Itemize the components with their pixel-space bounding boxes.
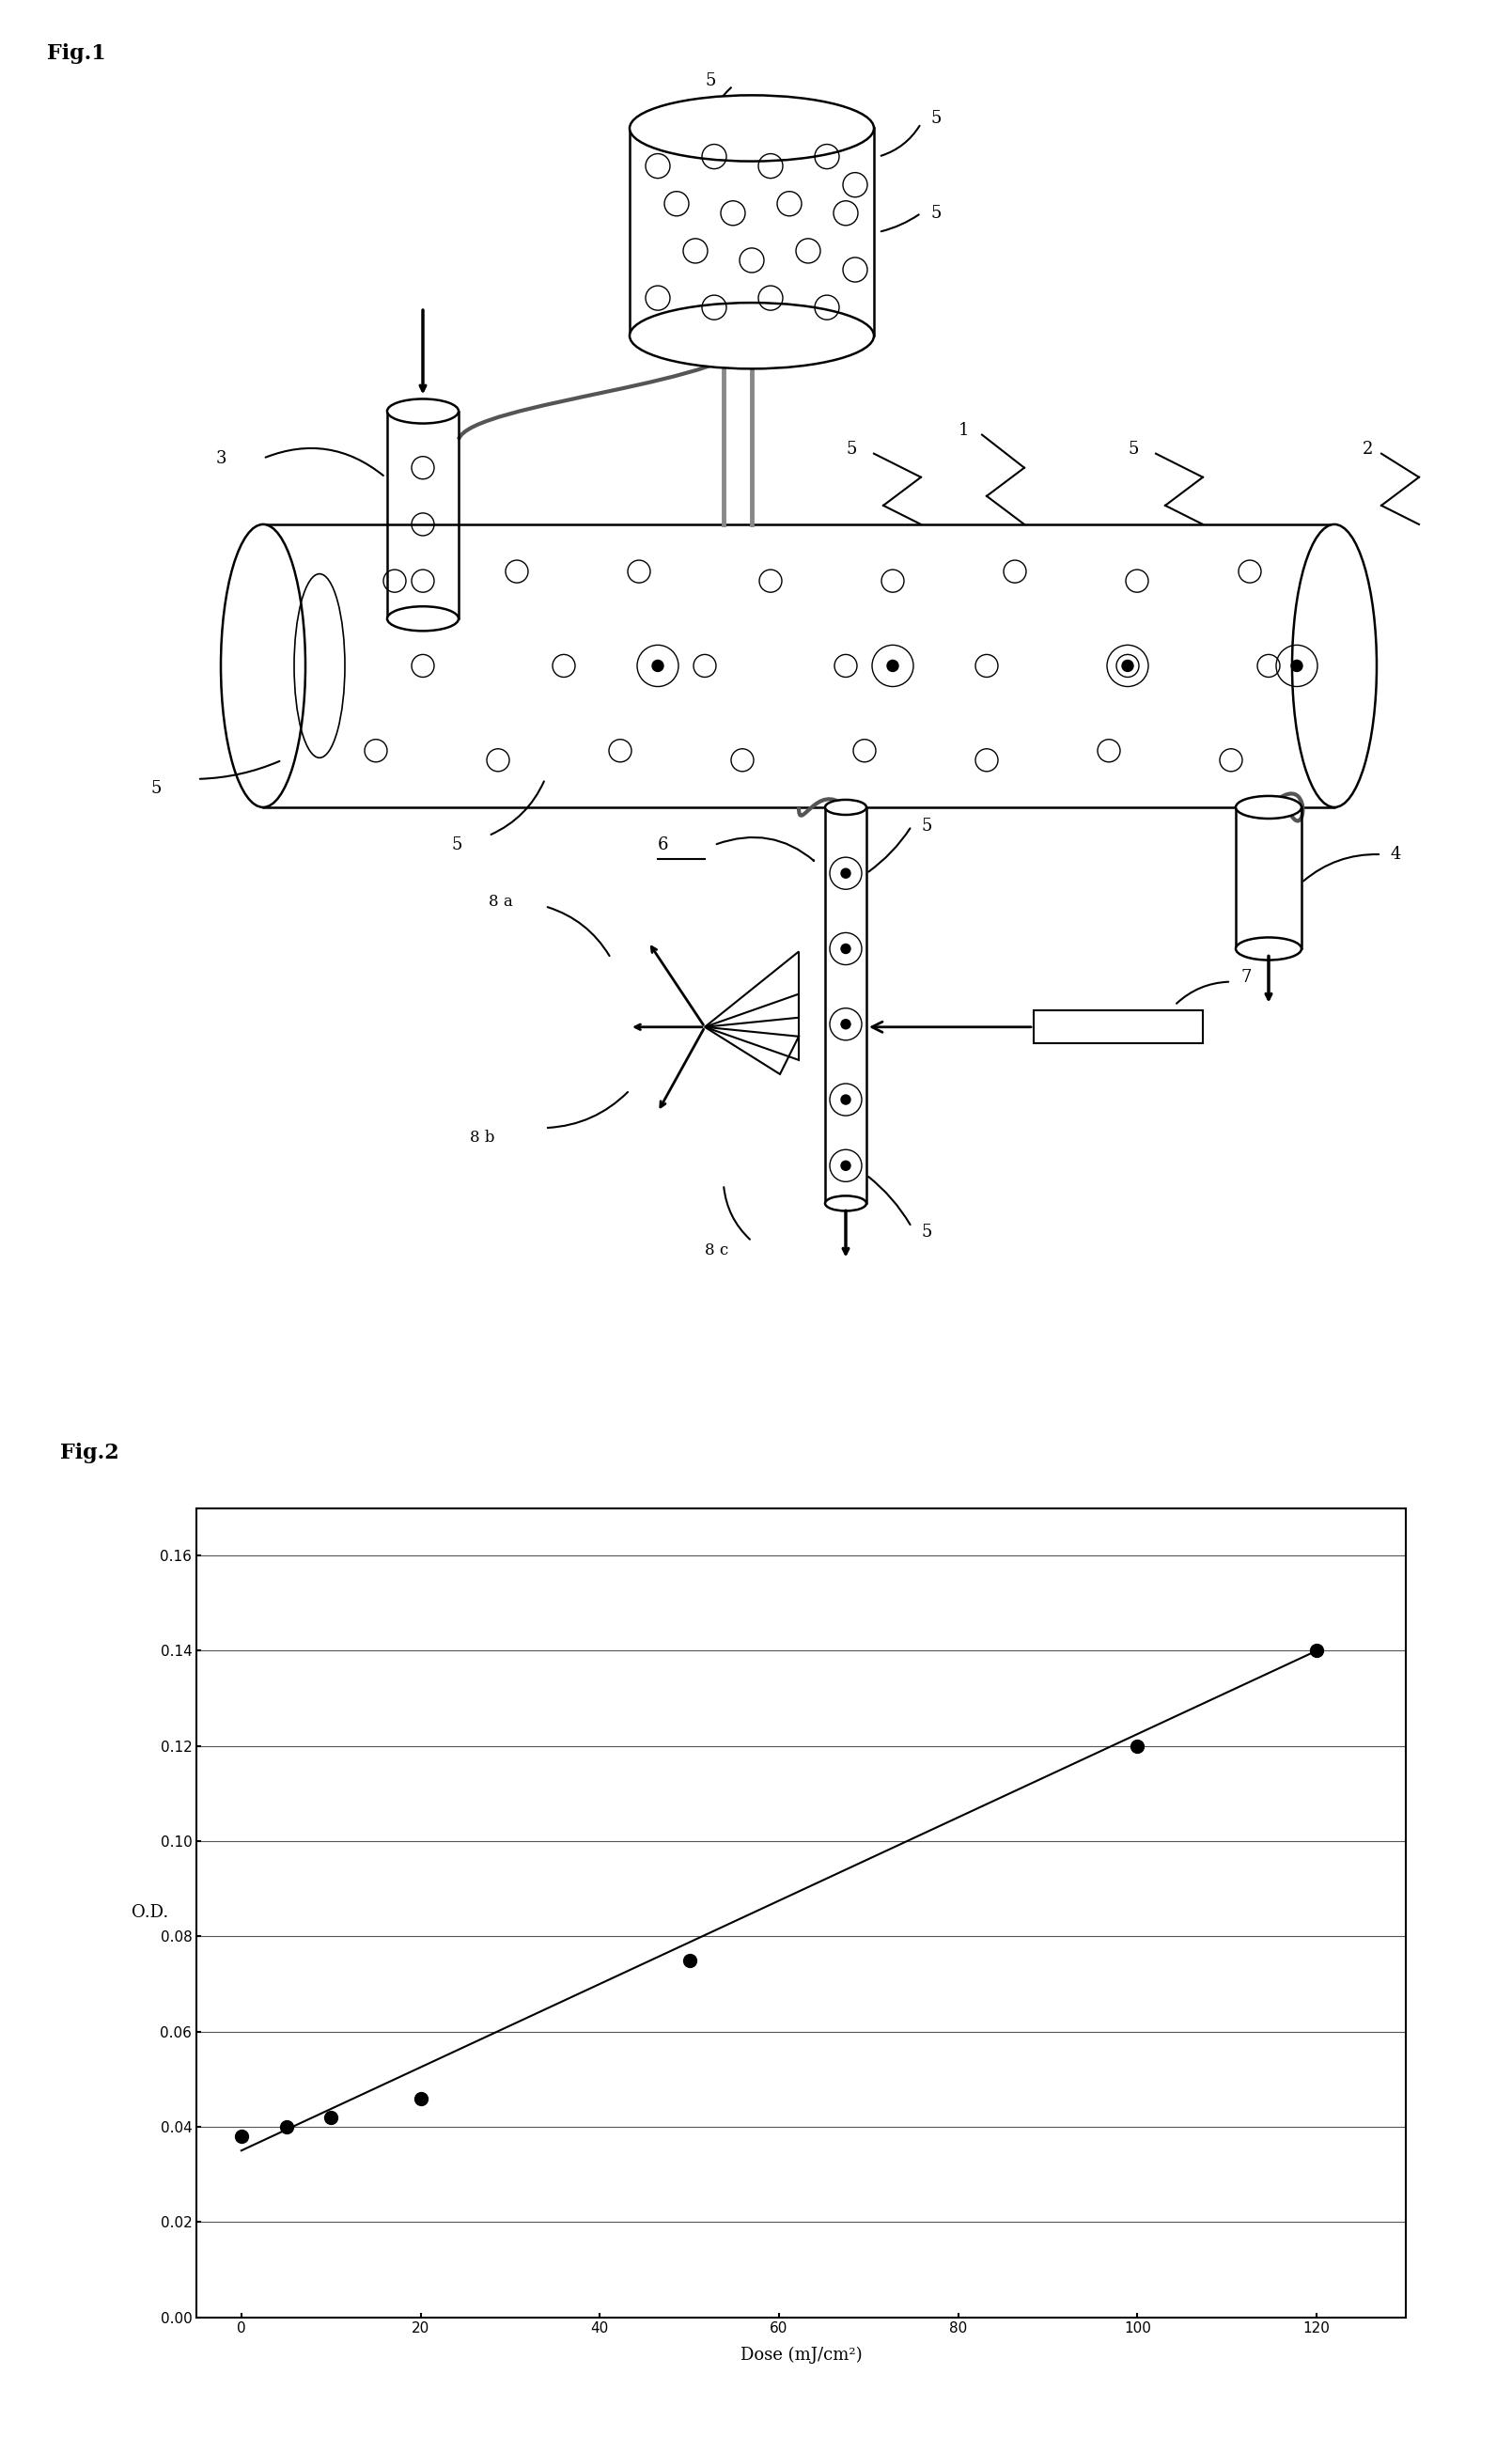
Text: 4: 4 bbox=[1391, 846, 1402, 863]
Text: 5: 5 bbox=[1128, 441, 1139, 459]
Text: 5: 5 bbox=[930, 110, 940, 128]
Ellipse shape bbox=[1293, 525, 1377, 807]
FancyArrowPatch shape bbox=[1303, 853, 1379, 880]
Text: Fig.2: Fig.2 bbox=[60, 1442, 119, 1464]
Ellipse shape bbox=[1235, 937, 1302, 961]
Text: 5: 5 bbox=[921, 817, 931, 834]
FancyArrowPatch shape bbox=[868, 1177, 910, 1224]
X-axis label: Dose (mJ/cm²): Dose (mJ/cm²) bbox=[741, 2347, 862, 2364]
Ellipse shape bbox=[826, 799, 866, 814]
Circle shape bbox=[841, 1096, 850, 1103]
FancyArrowPatch shape bbox=[1176, 981, 1228, 1003]
Ellipse shape bbox=[826, 1197, 866, 1211]
Circle shape bbox=[1122, 660, 1134, 672]
Circle shape bbox=[652, 660, 664, 672]
Ellipse shape bbox=[387, 400, 458, 424]
Y-axis label: O.D.: O.D. bbox=[132, 1905, 168, 1920]
Text: 8 c: 8 c bbox=[705, 1243, 729, 1258]
Circle shape bbox=[841, 1020, 850, 1030]
Circle shape bbox=[888, 660, 898, 672]
Text: 8 a: 8 a bbox=[488, 893, 513, 910]
Ellipse shape bbox=[629, 302, 874, 368]
FancyArrowPatch shape bbox=[868, 829, 910, 873]
Point bbox=[1125, 1726, 1149, 1765]
Text: 3: 3 bbox=[216, 449, 227, 466]
Circle shape bbox=[841, 1160, 850, 1170]
FancyArrowPatch shape bbox=[200, 760, 280, 780]
Text: 2: 2 bbox=[1362, 441, 1373, 459]
Point bbox=[230, 2116, 254, 2155]
Circle shape bbox=[841, 868, 850, 878]
Point bbox=[1305, 1631, 1329, 1670]
Text: 7: 7 bbox=[1240, 969, 1250, 986]
Text: 5: 5 bbox=[930, 204, 940, 221]
Point bbox=[319, 2096, 343, 2136]
Text: Fig.1: Fig.1 bbox=[47, 44, 106, 64]
Point bbox=[274, 2106, 298, 2146]
Ellipse shape bbox=[387, 606, 458, 630]
Bar bbox=[1034, 1010, 1204, 1042]
Ellipse shape bbox=[1235, 797, 1302, 819]
Text: 5: 5 bbox=[845, 441, 856, 459]
FancyArrowPatch shape bbox=[547, 907, 609, 956]
FancyArrowPatch shape bbox=[881, 216, 919, 230]
FancyArrowPatch shape bbox=[547, 1091, 627, 1128]
Point bbox=[408, 2079, 432, 2119]
Ellipse shape bbox=[629, 96, 874, 162]
FancyArrowPatch shape bbox=[266, 449, 383, 476]
FancyArrowPatch shape bbox=[491, 782, 544, 834]
Text: 5: 5 bbox=[705, 74, 715, 91]
Text: 6: 6 bbox=[658, 836, 668, 853]
Circle shape bbox=[1291, 660, 1302, 672]
FancyArrowPatch shape bbox=[706, 88, 730, 120]
Point bbox=[677, 1940, 702, 1979]
Ellipse shape bbox=[221, 525, 305, 807]
Text: 5: 5 bbox=[451, 836, 461, 853]
Text: 5: 5 bbox=[921, 1224, 931, 1241]
Circle shape bbox=[841, 944, 850, 954]
FancyArrowPatch shape bbox=[717, 836, 813, 861]
Text: 1: 1 bbox=[959, 422, 969, 439]
FancyArrowPatch shape bbox=[724, 1187, 750, 1238]
Text: 5: 5 bbox=[150, 780, 162, 797]
Text: 8 b: 8 b bbox=[470, 1130, 494, 1145]
FancyArrowPatch shape bbox=[881, 125, 919, 157]
